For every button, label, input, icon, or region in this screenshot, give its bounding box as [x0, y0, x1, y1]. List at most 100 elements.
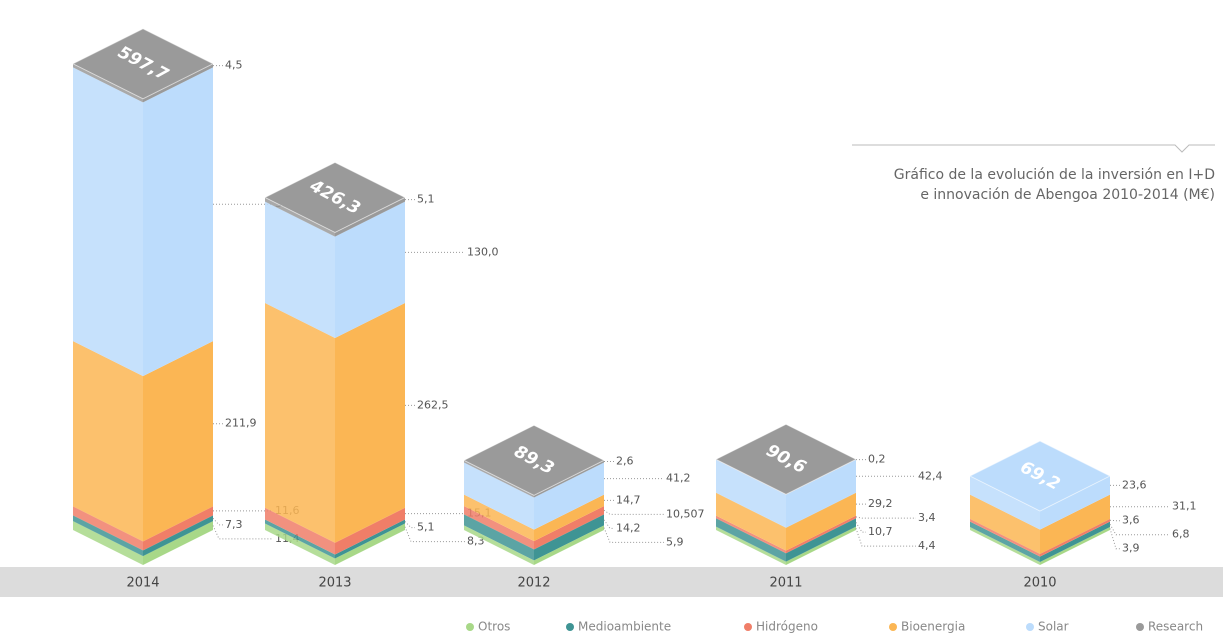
segment-left-face — [265, 523, 335, 565]
segment-right-face — [1040, 494, 1110, 554]
bar-segment — [73, 506, 213, 551]
segment-right-face — [143, 341, 213, 542]
value-label: 5,9 — [666, 535, 684, 548]
legend-label: Bioenergia — [901, 620, 965, 634]
value-label: 211,9 — [225, 417, 257, 430]
bar-segment — [464, 514, 604, 561]
legend-label: Hidrógeno — [756, 620, 818, 634]
segment-left-face — [265, 303, 335, 543]
bar-segment — [265, 201, 405, 339]
bar-segment — [970, 494, 1110, 554]
segment-right-face — [534, 462, 604, 530]
segment-left-face — [265, 197, 335, 237]
legend-swatch — [1136, 623, 1144, 631]
bar-segment — [73, 341, 213, 542]
bar-segment — [73, 515, 213, 557]
value-label: 5,1 — [417, 521, 435, 534]
segment-left-face — [716, 526, 786, 565]
bar-top-face — [71, 28, 215, 100]
legend-swatch — [1026, 623, 1034, 631]
segment-left-face — [970, 526, 1040, 565]
legend-label: Solar — [1038, 620, 1069, 634]
leader-line — [212, 525, 273, 540]
x-tick-label: 2011 — [769, 576, 802, 591]
value-label: 7,3 — [225, 518, 243, 531]
segment-left-face — [464, 525, 534, 565]
segment-left-face — [73, 521, 143, 565]
segment-left-face — [970, 518, 1040, 557]
segment-right-face — [143, 515, 213, 557]
segment-left-face — [265, 201, 335, 339]
legend-label: Research — [1148, 620, 1203, 634]
segment-left-face — [464, 506, 534, 550]
segment-right-face — [143, 521, 213, 565]
segment-right-face — [335, 519, 405, 559]
segment-left-face — [464, 514, 534, 561]
bar-segment — [970, 476, 1110, 530]
chart-title: e innovación de Abengoa 2010-2014 (M€) — [920, 187, 1215, 203]
segment-left-face — [716, 515, 786, 554]
chart-title: Gráfico de la evolución de la inversión … — [894, 167, 1215, 183]
value-label: 41,2 — [666, 472, 691, 485]
bar-segment — [464, 460, 604, 498]
segment-left-face — [73, 67, 143, 377]
bar-segment — [73, 521, 213, 565]
bar-segment — [970, 518, 1110, 557]
value-label: 14,2 — [616, 521, 641, 534]
segment-left-face — [73, 506, 143, 551]
leader-line — [1109, 528, 1120, 550]
value-label: 42,4 — [918, 469, 943, 482]
value-label: 10,7 — [868, 525, 893, 538]
segment-left-face — [716, 459, 786, 528]
segment-right-face — [786, 518, 856, 562]
segment-left-face — [716, 518, 786, 562]
segment-left-face — [970, 476, 1040, 530]
legend-swatch — [566, 623, 574, 631]
leader-line — [603, 519, 614, 529]
value-label: 3,6 — [1122, 514, 1140, 527]
bar-segment — [716, 492, 856, 551]
leader-line — [603, 509, 664, 515]
title-rule — [852, 144, 1215, 153]
segment-right-face — [1040, 521, 1110, 562]
bar-segment — [716, 459, 856, 528]
segment-right-face — [335, 201, 405, 339]
value-label: 10,507 — [666, 507, 705, 520]
bar-segment — [265, 519, 405, 559]
segment-right-face — [143, 63, 213, 103]
leader-line — [855, 528, 916, 547]
segment-right-face — [534, 506, 604, 550]
segment-right-face — [143, 67, 213, 377]
segment-right-face — [534, 514, 604, 561]
bar-segment — [73, 63, 213, 103]
segment-right-face — [786, 492, 856, 551]
segment-right-face — [335, 197, 405, 237]
bar-segment — [73, 67, 213, 377]
leader-line — [1109, 524, 1170, 536]
segment-right-face — [143, 506, 213, 551]
legend-label: Otros — [478, 620, 510, 634]
leader-line — [603, 527, 664, 543]
segment-left-face — [265, 507, 335, 555]
segment-right-face — [335, 523, 405, 565]
segment-left-face — [464, 462, 534, 530]
bar-segment — [265, 523, 405, 565]
segment-right-face — [1040, 518, 1110, 557]
segment-right-face — [534, 525, 604, 565]
legend-swatch — [466, 623, 474, 631]
value-label: 2,6 — [616, 455, 634, 468]
bar-segment — [716, 518, 856, 562]
bar-segment — [265, 197, 405, 237]
value-label: 3,4 — [918, 511, 936, 524]
bar-segment — [970, 521, 1110, 562]
bar-segment — [464, 494, 604, 542]
legend-swatch — [889, 623, 897, 631]
segment-right-face — [1040, 526, 1110, 565]
segment-right-face — [534, 460, 604, 498]
leader-line — [404, 526, 465, 543]
value-label: 29,2 — [868, 497, 893, 510]
x-tick-label: 2012 — [517, 576, 550, 591]
bar-segment — [716, 515, 856, 554]
bar-top-face — [263, 161, 407, 234]
value-label: 23,6 — [1122, 478, 1147, 491]
